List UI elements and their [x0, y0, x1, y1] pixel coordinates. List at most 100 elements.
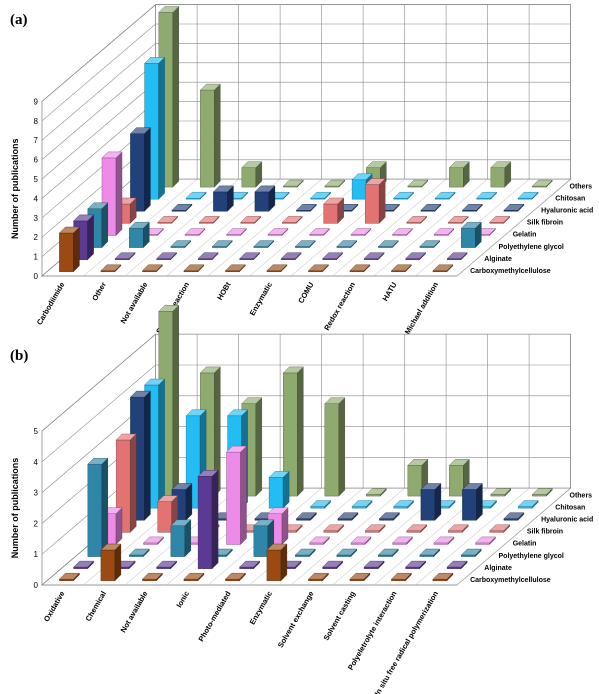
bar-side	[158, 378, 165, 509]
bar-top	[377, 240, 399, 247]
floor-gridline	[456, 488, 571, 586]
bar-top	[378, 512, 400, 519]
bar-front	[183, 579, 199, 581]
y-tick-label: 3	[34, 489, 39, 498]
floor-gridline	[290, 488, 405, 586]
series-label: Others	[570, 183, 593, 190]
bar-top	[307, 264, 329, 271]
y-tick-label: 5	[34, 427, 39, 436]
bar-top	[101, 151, 123, 159]
bar-front	[310, 506, 325, 509]
bar-top	[280, 252, 302, 259]
floor-gridline	[290, 179, 405, 277]
bar-top	[170, 240, 192, 247]
bar-top	[461, 204, 483, 211]
bar-top	[349, 264, 371, 271]
bar-top	[198, 216, 220, 223]
bar-top	[294, 240, 316, 247]
bar-side	[114, 543, 122, 582]
bar-top	[241, 161, 263, 168]
y-tick-label: 1	[34, 253, 39, 262]
bar-top	[309, 228, 330, 235]
bar-front	[323, 203, 338, 224]
bar-front	[73, 566, 88, 569]
bar-front	[365, 184, 380, 224]
bar-front	[308, 579, 323, 581]
category-label: Other	[90, 280, 108, 302]
bar-front	[324, 403, 339, 497]
bar-front	[129, 554, 144, 557]
y-tick-label: 4	[34, 194, 39, 203]
bar-top	[100, 264, 122, 271]
bar-top	[365, 488, 387, 495]
bar-top	[212, 185, 234, 193]
bar-front	[157, 501, 172, 533]
bar-top	[310, 191, 332, 199]
floor-gridline	[166, 488, 281, 586]
gridline	[41, 333, 571, 432]
floor-gridline	[373, 179, 488, 277]
bar-front	[407, 465, 422, 497]
series-label: Alginate	[484, 565, 512, 572]
bar-front	[461, 554, 476, 557]
bar-top	[226, 445, 247, 453]
panel-label-a: (a)	[10, 12, 28, 28]
bar-top	[281, 216, 303, 223]
bar-top	[322, 560, 344, 568]
gridline	[41, 364, 571, 463]
bar-top	[199, 83, 221, 91]
bar-front	[336, 554, 351, 557]
bar-top	[158, 305, 180, 312]
bar-top	[158, 6, 180, 13]
bar-front	[517, 506, 533, 509]
series-label: Chitosan	[555, 504, 585, 511]
bar-top	[310, 500, 332, 507]
bar-top	[363, 252, 385, 259]
bar-side	[297, 366, 304, 497]
bar-top	[58, 573, 80, 580]
bar-top	[156, 252, 178, 259]
bar-top	[351, 500, 373, 507]
bar-top	[405, 252, 427, 259]
bar-front	[391, 579, 406, 581]
bar-top	[253, 240, 275, 247]
bar-front	[475, 542, 490, 545]
bar-top	[211, 240, 233, 247]
bar-top	[183, 264, 205, 271]
y-tick-label: 1	[34, 550, 39, 559]
y-tick-label: 9	[34, 97, 39, 106]
category-label: Photo-mediated	[196, 589, 232, 643]
bar-front	[379, 518, 394, 521]
y-axis-label: Number of publications	[10, 138, 20, 239]
floor-gridline	[456, 179, 571, 277]
category-label: HOBt	[215, 280, 233, 302]
y-tick-label: 5	[34, 175, 39, 184]
bar-front	[433, 542, 449, 545]
bar-top	[143, 536, 164, 544]
bar-top	[377, 548, 399, 556]
bar-top	[185, 191, 207, 199]
bar-top	[405, 560, 427, 568]
bar-top	[197, 252, 219, 259]
bar-top	[309, 536, 330, 544]
gridline	[41, 4, 571, 102]
bar-side	[338, 397, 345, 497]
y-tick-label: 0	[34, 581, 39, 590]
bar-top	[114, 252, 136, 259]
bar-front	[323, 530, 338, 533]
bar-front	[449, 167, 464, 188]
bar-top	[531, 179, 553, 187]
bar-front	[296, 518, 311, 521]
bar-top	[224, 264, 246, 271]
bar-front	[87, 464, 103, 557]
bar-top	[170, 519, 192, 526]
bar-front	[461, 227, 476, 248]
y-axis-label: Number of publications	[10, 458, 20, 559]
bar-front	[490, 494, 505, 497]
bar-front	[365, 530, 380, 533]
bar-side	[101, 202, 109, 249]
bar-top	[420, 204, 442, 211]
category-label: Not available	[119, 281, 150, 326]
bar-front	[405, 566, 420, 569]
